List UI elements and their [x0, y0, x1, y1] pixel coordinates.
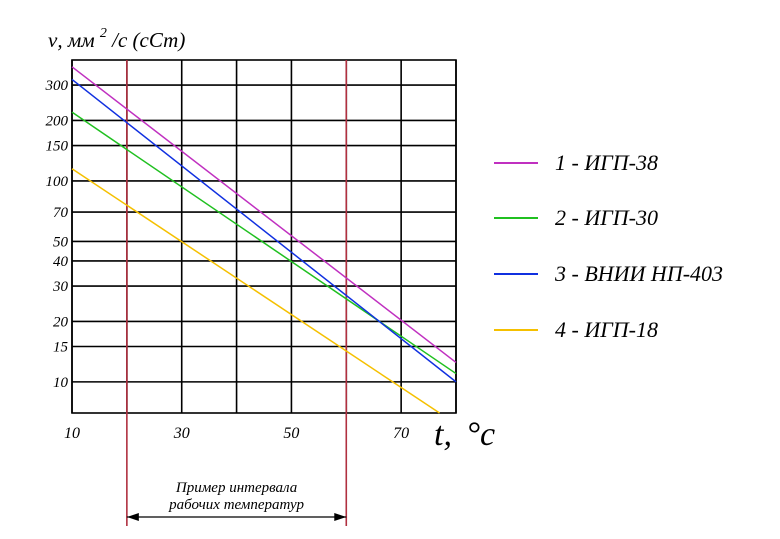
y-tick-label: 15: [53, 339, 69, 355]
y-tick-label: 30: [52, 279, 69, 295]
y-axis-title: ν, мм 2 /с (сСт): [48, 18, 185, 52]
grid: [71, 59, 457, 414]
x-axis-title: t, °с: [434, 416, 495, 453]
plot-frame: [71, 59, 457, 414]
y-tick-label: 100: [46, 174, 69, 190]
y-tick-label: 150: [46, 139, 69, 155]
interval-arrowhead-left: [126, 513, 139, 521]
y-tick-label: 40: [53, 254, 69, 270]
legend-item: 2 - ИГП-30: [494, 205, 658, 230]
legend-label: 1 - ИГП-38: [555, 150, 658, 175]
series-line-1: [71, 66, 457, 364]
x-tick-label: 10: [64, 425, 80, 442]
series-line-3: [71, 78, 457, 383]
y-tick-label: 50: [53, 234, 69, 250]
y-tick-label: 300: [45, 78, 69, 94]
x-tick-label: 70: [393, 425, 409, 442]
x-tick-label: 30: [173, 425, 190, 442]
legend-item: 1 - ИГП-38: [494, 150, 658, 175]
y-tick-label: 10: [53, 375, 69, 391]
legend-item: 3 - ВНИИ НП-403: [494, 261, 723, 286]
y-tick-label: 70: [53, 205, 69, 221]
series-line-4: [71, 168, 440, 414]
tick-labels: 300 200 150 100 70 50 40 30 20 15 10 10 30 50 70: [45, 78, 410, 442]
legend-label: 3 - ВНИИ НП-403: [554, 261, 723, 286]
series-lines: [71, 66, 457, 414]
x-tick-label: 50: [283, 425, 299, 442]
interval-label-line: рабочих температур: [168, 497, 304, 513]
y-tick-label: 200: [46, 113, 69, 129]
interval-arrowhead-right: [334, 513, 347, 521]
legend-label: 2 - ИГП-30: [555, 205, 658, 230]
legend-item: 4 - ИГП-18: [494, 317, 658, 342]
legend-label: 4 - ИГП-18: [555, 317, 658, 342]
legend: 1 - ИГП-38 2 - ИГП-30 3 - ВНИИ НП-403 4 - И…: [494, 150, 723, 342]
y-tick-label: 20: [53, 314, 69, 330]
interval-label-line: Пример интервала: [175, 480, 297, 496]
series-line-2: [71, 111, 457, 375]
